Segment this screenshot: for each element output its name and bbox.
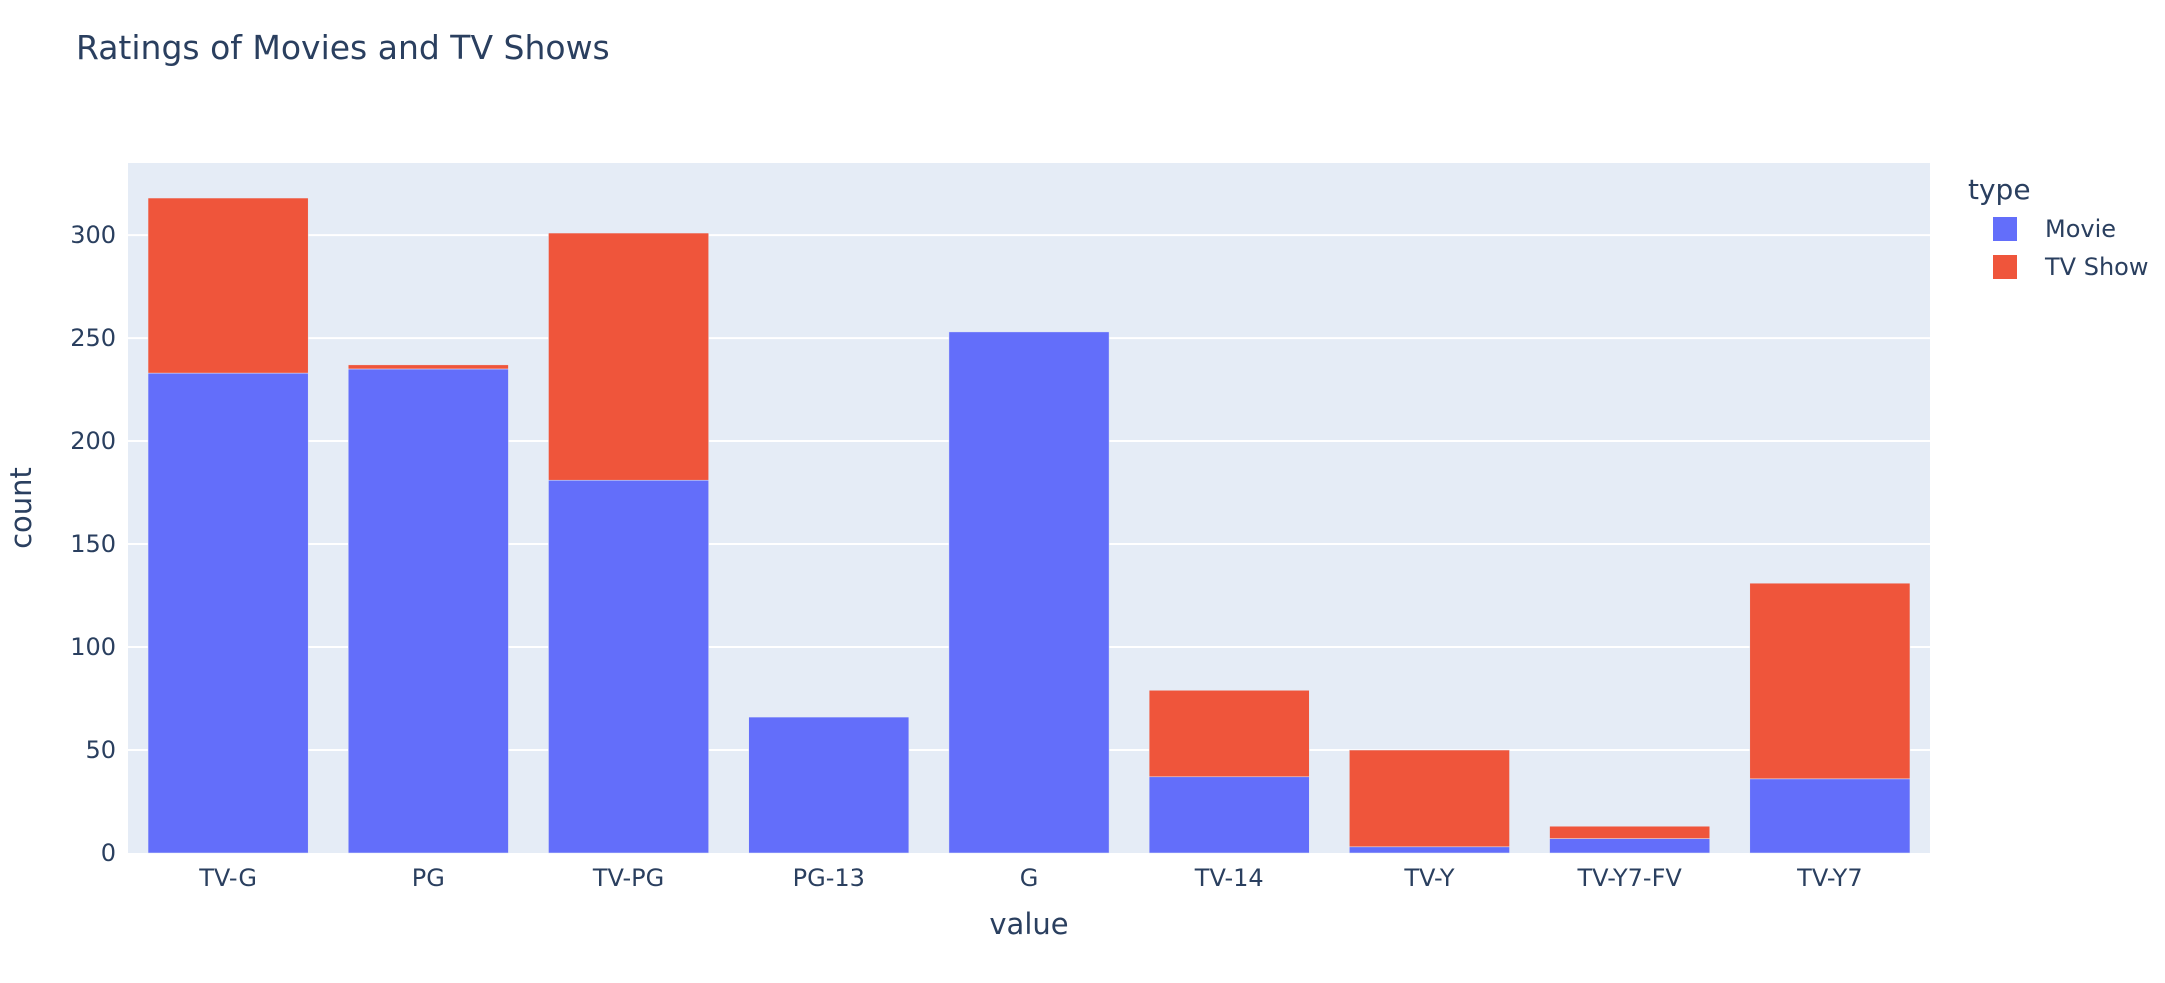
legend-title: type (1968, 173, 2031, 206)
x-tick-label: TV-G (198, 864, 257, 892)
x-tick-label: TV-Y (1403, 864, 1454, 892)
bar-tv-show[interactable] (548, 232, 709, 481)
y-tick-label: 50 (85, 736, 116, 764)
legend-item-movie[interactable]: Movie (1993, 215, 2116, 243)
bar-movie[interactable] (548, 479, 709, 854)
chart-title: Ratings of Movies and TV Shows (76, 28, 610, 67)
y-tick-label: 300 (70, 221, 116, 249)
y-axis-title: count (4, 467, 38, 549)
legend-label: TV Show (2044, 253, 2148, 281)
y-axis-ticks: 0 50 100 150 200 250 300 (70, 221, 116, 867)
y-tick-label: 100 (70, 633, 116, 661)
x-axis-title: value (989, 907, 1068, 941)
x-axis-ticks: TV-G PG TV-PG PG-13 G TV-14 TV-Y TV-Y7-FV TV-Y7 (198, 864, 1862, 892)
y-tick-label: 150 (70, 530, 116, 558)
bar-movie[interactable] (1749, 778, 1911, 854)
bar-movie[interactable] (948, 331, 1110, 854)
bar-movie[interactable] (1349, 846, 1510, 854)
legend[interactable]: type Movie TV Show (1968, 173, 2148, 281)
x-tick-label: PG (412, 864, 445, 892)
legend-label: Movie (2045, 215, 2116, 243)
bar-movie[interactable] (1148, 776, 1310, 854)
legend-swatch (1993, 217, 2017, 241)
bar-movie[interactable] (748, 716, 910, 854)
bar-movie[interactable] (347, 368, 509, 854)
y-tick-label: 200 (70, 427, 116, 455)
bars (147, 197, 1911, 854)
bar-movie[interactable] (1549, 838, 1711, 854)
x-tick-label: TV-14 (1194, 864, 1264, 892)
bar-movie[interactable] (147, 372, 309, 854)
legend-swatch (1993, 255, 2017, 279)
y-tick-label: 250 (70, 324, 116, 352)
x-tick-label: TV-Y7-FV (1577, 864, 1683, 892)
bar-tv-show[interactable] (347, 364, 509, 370)
x-tick-label: TV-PG (592, 864, 664, 892)
legend-item-tv-show[interactable]: TV Show (1993, 253, 2148, 281)
bar-tv-show[interactable] (1349, 749, 1510, 848)
x-tick-label: PG-13 (793, 864, 865, 892)
bar-tv-show[interactable] (1549, 825, 1711, 839)
bar-tv-show[interactable] (147, 197, 309, 374)
bar-tv-show[interactable] (1148, 690, 1310, 778)
x-tick-label: G (1020, 864, 1039, 892)
x-tick-label: TV-Y7 (1796, 864, 1862, 892)
bar-tv-show[interactable] (1749, 582, 1911, 780)
y-tick-label: 0 (101, 839, 116, 867)
